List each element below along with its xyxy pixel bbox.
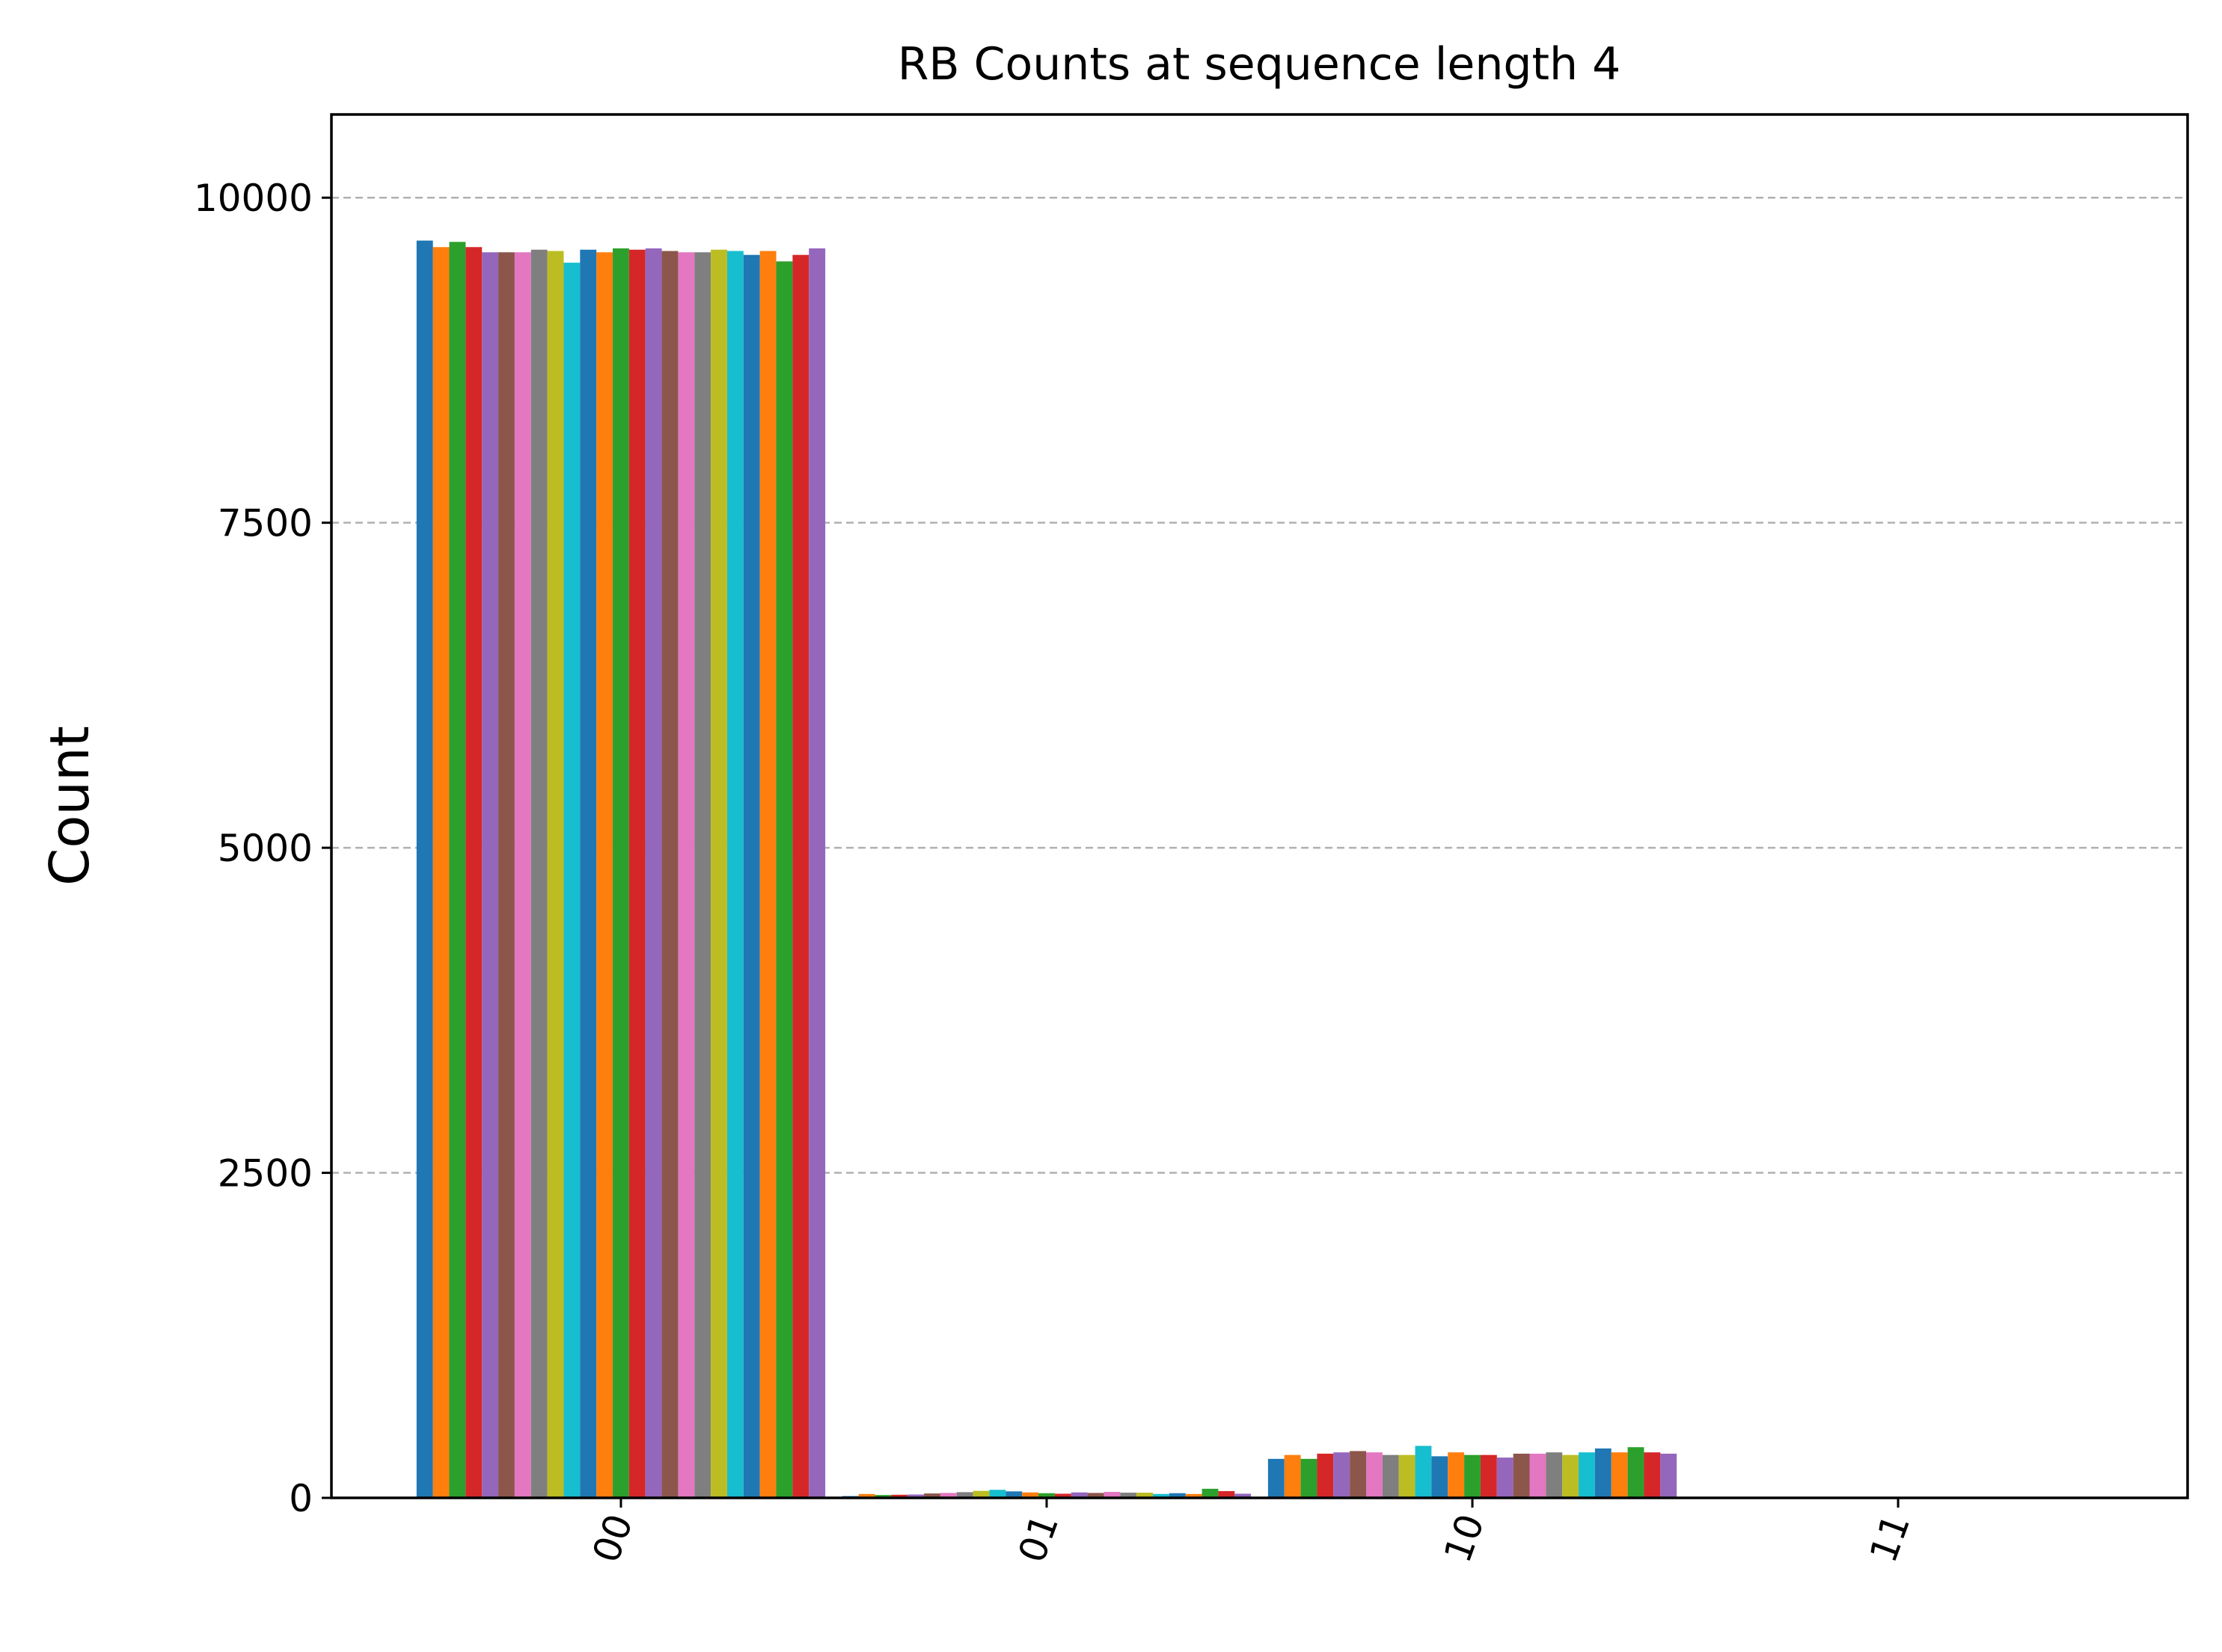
bar-10-24 <box>1660 1453 1677 1498</box>
bar-01-4 <box>908 1494 925 1498</box>
bar-01-11 <box>1022 1492 1039 1498</box>
bar-01-2 <box>875 1495 892 1498</box>
bar-01-19 <box>1153 1493 1169 1498</box>
bar-00-12 <box>613 248 629 1498</box>
bar-01-3 <box>891 1494 908 1498</box>
bar-10-20 <box>1594 1448 1612 1498</box>
bar-10-22 <box>1627 1447 1644 1498</box>
bar-00-2 <box>449 242 466 1499</box>
bar-00-7 <box>530 249 548 1499</box>
y-tick-label: 2500 <box>218 1152 313 1196</box>
bar-10-18 <box>1562 1454 1579 1498</box>
bar-00-10 <box>580 249 597 1499</box>
bar-01-14 <box>1071 1492 1088 1498</box>
bar-00-1 <box>432 247 450 1498</box>
bar-01-12 <box>1038 1493 1055 1498</box>
bar-10-8 <box>1398 1454 1415 1498</box>
bar-01-1 <box>858 1493 875 1498</box>
y-tick-label: 10000 <box>194 177 313 220</box>
bar-01-20 <box>1169 1493 1186 1498</box>
bar-00-4 <box>482 252 499 1499</box>
bar-00-13 <box>628 249 646 1499</box>
bar-00-5 <box>498 252 515 1499</box>
bar-10-17 <box>1546 1452 1563 1498</box>
bar-10-2 <box>1300 1458 1317 1498</box>
bar-10-19 <box>1579 1452 1595 1498</box>
y-tick-label: 0 <box>289 1477 313 1520</box>
bar-10-23 <box>1644 1452 1661 1498</box>
bar-10-9 <box>1415 1446 1432 1498</box>
bar-00-15 <box>661 251 679 1499</box>
chart-title: RB Counts at sequence length 4 <box>898 38 1621 91</box>
bar-10-5 <box>1350 1451 1366 1498</box>
bar-10-6 <box>1365 1452 1383 1498</box>
bar-00-18 <box>711 249 727 1499</box>
bar-10-21 <box>1611 1452 1628 1498</box>
bar-00-16 <box>678 252 695 1499</box>
bar-01-21 <box>1185 1493 1202 1498</box>
plot-frame <box>330 113 2189 1499</box>
y-tick-label: 5000 <box>218 827 313 870</box>
bar-01-17 <box>1120 1493 1137 1498</box>
bar-10-7 <box>1382 1454 1399 1498</box>
bar-10-11 <box>1448 1452 1465 1498</box>
bar-01-18 <box>1136 1493 1154 1498</box>
bar-01-22 <box>1202 1488 1219 1498</box>
bar-10-13 <box>1480 1454 1497 1498</box>
y-tick-label: 7500 <box>218 502 313 545</box>
bar-01-5 <box>924 1493 940 1498</box>
bars <box>416 240 1677 1499</box>
bar-01-13 <box>1054 1493 1071 1498</box>
y-axis-ticks: 0 2500 5000 7500 10000 <box>194 177 331 1520</box>
bar-10-16 <box>1529 1453 1546 1498</box>
bar-01-10 <box>1006 1491 1023 1498</box>
bar-00-17 <box>694 252 711 1499</box>
bar-00-6 <box>514 252 531 1499</box>
bar-01-24 <box>1234 1493 1252 1498</box>
bar-10-4 <box>1333 1452 1350 1498</box>
bar-10-1 <box>1284 1454 1301 1498</box>
bar-01-7 <box>956 1492 973 1498</box>
bar-10-15 <box>1513 1453 1530 1498</box>
bar-01-8 <box>973 1490 990 1498</box>
bar-00-14 <box>645 248 662 1498</box>
bar-01-15 <box>1087 1493 1104 1498</box>
bar-10-14 <box>1496 1457 1514 1498</box>
bar-01-9 <box>989 1490 1006 1498</box>
bar-10-10 <box>1431 1456 1448 1498</box>
bar-01-23 <box>1218 1490 1235 1498</box>
bar-01-16 <box>1104 1492 1121 1498</box>
bar-01-6 <box>940 1493 957 1498</box>
bar-00-11 <box>596 252 613 1499</box>
bar-10-0 <box>1267 1458 1285 1498</box>
bar-00-3 <box>465 247 483 1498</box>
bar-00-8 <box>547 251 564 1499</box>
bar-10-12 <box>1464 1454 1481 1498</box>
bar-00-23 <box>792 254 809 1499</box>
bar-00-20 <box>743 254 760 1499</box>
bar-00-21 <box>759 251 777 1499</box>
bar-10-3 <box>1317 1453 1334 1498</box>
bar-00-19 <box>726 251 744 1499</box>
bar-00-24 <box>809 248 826 1498</box>
bar-00-22 <box>776 261 793 1498</box>
bar-00-0 <box>416 240 433 1499</box>
bar-00-9 <box>563 263 581 1498</box>
y-axis-label: Count <box>38 726 101 886</box>
